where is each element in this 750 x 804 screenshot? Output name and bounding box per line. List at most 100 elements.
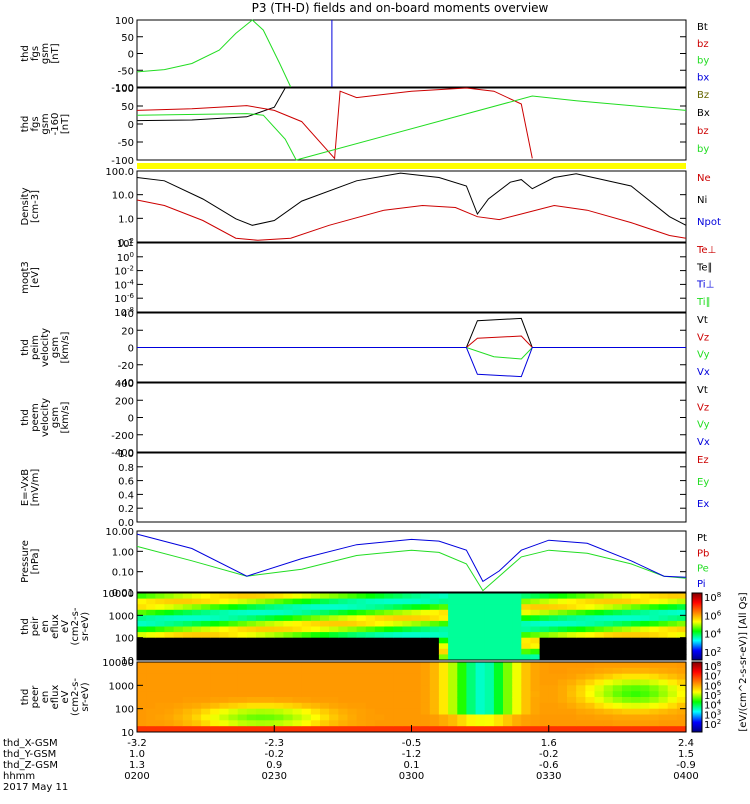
heatmap-cell: [438, 667, 449, 675]
heatmap-cell: [146, 615, 156, 622]
heatmap-cell: [164, 662, 175, 669]
heatmap-cell: [567, 609, 577, 616]
heatmap-cell: [228, 679, 239, 686]
heatmap-cell: [667, 643, 678, 650]
heatmap-cell: [182, 648, 193, 655]
heatmap-cell: [594, 697, 605, 704]
legend-bz: bz: [697, 126, 709, 137]
heatmap-cell: [393, 643, 403, 650]
heatmap-cell: [137, 626, 147, 633]
heatmap-cell: [283, 637, 294, 644]
heatmap-cell: [164, 691, 175, 698]
heatmap-cell: [164, 673, 175, 680]
heatmap-cell: [649, 654, 660, 661]
heatmap-cell: [631, 667, 641, 675]
heatmap-cell: [320, 685, 330, 692]
heatmap-cell: [374, 620, 385, 627]
heatmap-cell: [219, 609, 230, 616]
heatmap-cell: [356, 604, 367, 611]
heatmap-cell: [182, 720, 193, 727]
heatmap-cell: [548, 685, 559, 692]
heatmap-cell: [393, 615, 403, 622]
heatmap-cell: [155, 598, 165, 605]
heatmap-cell: [493, 662, 504, 669]
heatmap-cell: [374, 648, 385, 655]
heatmap-cell: [457, 662, 467, 669]
heatmap-cell: [191, 662, 202, 669]
heatmap-cell: [548, 637, 559, 644]
x-tick-label: 1.3: [129, 760, 145, 771]
heatmap-cell: [603, 673, 614, 680]
heatmap-cell: [374, 598, 385, 605]
heatmap-cell: [182, 714, 193, 721]
heatmap-cell: [237, 593, 248, 600]
heatmap-cell: [594, 679, 605, 686]
heatmap-cell: [356, 726, 367, 733]
y-tick-label: 50: [121, 102, 134, 113]
heatmap-cell: [402, 620, 413, 627]
heatmap-cell: [237, 691, 248, 698]
heatmap-cell: [201, 637, 211, 644]
y-axis-label-line: Pressure: [20, 540, 31, 583]
heatmap-cell: [255, 654, 266, 661]
heatmap-cell: [246, 691, 257, 698]
heatmap-cell: [475, 626, 486, 633]
heatmap-cell: [420, 691, 431, 698]
heatmap-cell: [347, 708, 358, 715]
panel-frame: [136, 592, 687, 661]
heatmap-cell: [557, 643, 568, 650]
heatmap-cell: [393, 626, 403, 633]
heatmap-cell: [329, 708, 339, 715]
heatmap-cell: [448, 673, 458, 680]
heatmap-cell: [274, 626, 284, 633]
series-line-bz: [136, 87, 533, 160]
heatmap-cell: [329, 691, 339, 698]
y-axis-label-line: [eV]: [30, 267, 41, 288]
heatmap-cell: [384, 667, 394, 675]
heatmap-cell: [438, 632, 449, 639]
heatmap-cell: [155, 615, 165, 622]
heatmap-cell: [173, 691, 184, 698]
y-tick-label: 0.0: [118, 518, 134, 529]
heatmap-cell: [155, 643, 165, 650]
heatmap-cell: [649, 697, 660, 704]
heatmap-cell: [576, 609, 586, 616]
heatmap-cell: [676, 643, 687, 650]
heatmap-cell: [365, 632, 376, 639]
heatmap-cell: [658, 673, 669, 680]
y-axis-label-line: velocity: [40, 328, 51, 367]
y-tick-label: 100: [115, 84, 134, 95]
heatmap-cell: [521, 643, 531, 650]
x-row-label: thd_Z-GSM: [3, 760, 58, 771]
heatmap-cell: [329, 679, 339, 686]
heatmap-cell: [622, 726, 632, 733]
heatmap-cell: [548, 667, 559, 675]
y-tick-label: 10.00: [105, 527, 134, 538]
heatmap-cell: [310, 626, 321, 633]
heatmap-cell: [384, 673, 394, 680]
heatmap-cell: [484, 708, 495, 715]
heatmap-cell: [640, 697, 650, 704]
heatmap-cell: [191, 714, 202, 721]
y-axis-label-line: thd: [20, 689, 31, 706]
heatmap-cell: [512, 615, 522, 622]
heatmap-cell: [493, 726, 504, 733]
y-axis-label-line: moqt3: [20, 261, 31, 294]
y-tick-label: -40: [118, 378, 134, 389]
heatmap-cell: [567, 626, 577, 633]
heatmap-cell: [557, 609, 568, 616]
heatmap-cell: [292, 679, 303, 686]
heatmap-cell: [338, 697, 348, 704]
y-axis-label-line: eV: [60, 690, 71, 703]
heatmap-cell: [429, 620, 440, 627]
heatmap-cell: [173, 685, 184, 692]
heatmap-cell: [191, 726, 202, 733]
heatmap-cell: [274, 648, 284, 655]
heatmap-cell: [365, 726, 376, 733]
heatmap-cell: [210, 691, 220, 698]
heatmap-cell: [512, 598, 522, 605]
heatmap-cell: [585, 643, 596, 650]
legend-Ne: Ne: [697, 173, 711, 184]
heatmap-cell: [246, 685, 257, 692]
